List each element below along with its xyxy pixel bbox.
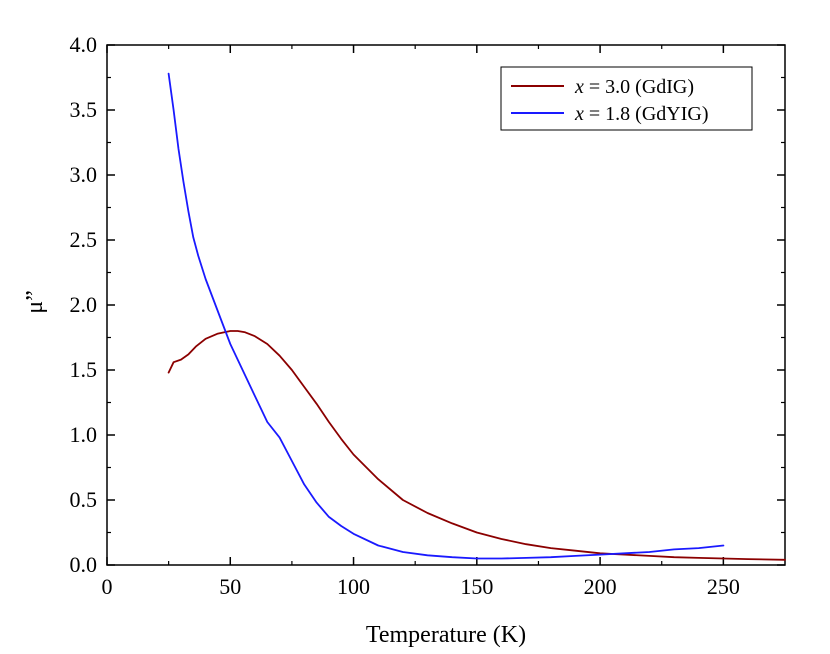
y-tick-label: 2.5 [70, 227, 98, 252]
y-axis-ticks: 0.0 0.5 1.0 1.5 2.0 2.5 3.0 3.5 4.0 [70, 32, 785, 577]
x-axis-ticks: 0 50 100 150 200 250 [102, 45, 740, 599]
y-tick-label: 0.5 [70, 487, 98, 512]
series-line-1 [167, 330, 786, 561]
x-axis-label: Temperature (K) [366, 622, 526, 648]
x-tick-label: 50 [219, 574, 241, 599]
x-tick-label: 0 [102, 574, 113, 599]
y-tick-label: 2.0 [70, 292, 98, 317]
y-tick-label: 3.5 [70, 97, 98, 122]
x-tick-label: 100 [337, 574, 370, 599]
y-tick-label: 1.0 [70, 422, 98, 447]
x-tick-label: 250 [707, 574, 740, 599]
legend-box [500, 66, 753, 131]
y-tick-label: 4.0 [70, 32, 98, 57]
y-tick-label: 1.5 [70, 357, 98, 382]
legend-label-1: x = 3.0 (GdIG) [574, 76, 694, 98]
y-tick-label: 0.0 [70, 552, 98, 577]
y-axis-label: μ” [22, 290, 48, 314]
legend: x = 3.0 (GdIG) x = 1.8 (GdYIG) [500, 66, 753, 131]
y-tick-label: 3.0 [70, 162, 98, 187]
x-tick-label: 200 [584, 574, 617, 599]
series-line-2 [167, 72, 725, 560]
series-layer [167, 72, 786, 561]
legend-label-2: x = 1.8 (GdYIG) [574, 103, 708, 125]
x-tick-label: 150 [460, 574, 493, 599]
